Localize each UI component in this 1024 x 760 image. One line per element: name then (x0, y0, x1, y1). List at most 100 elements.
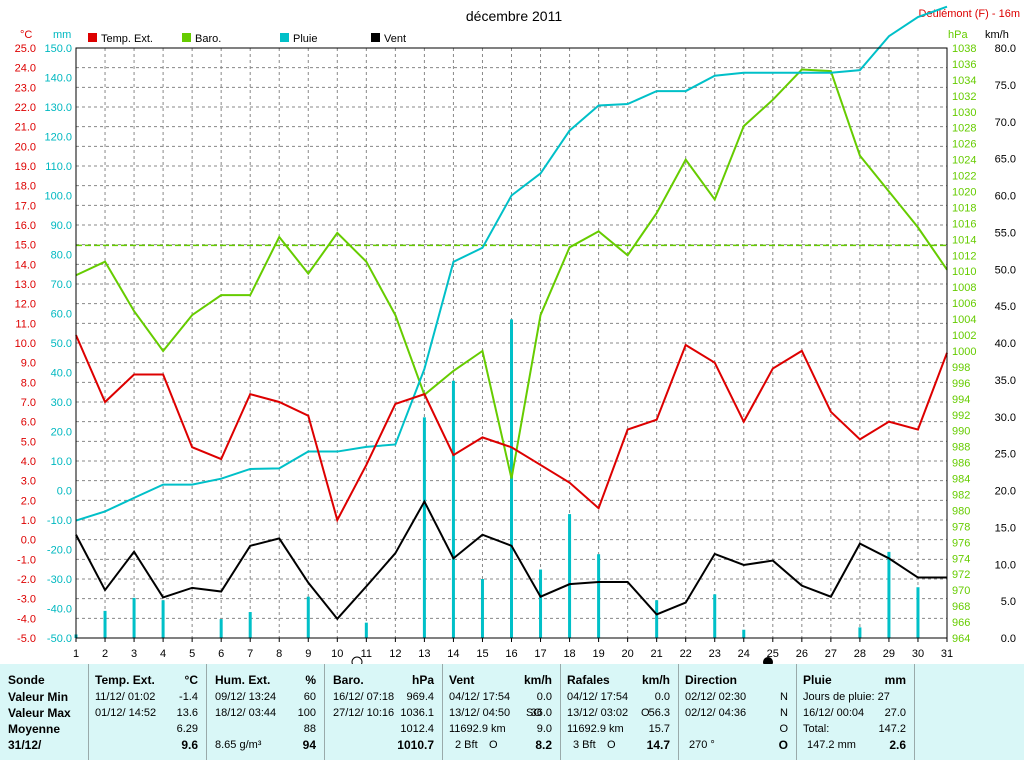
rain-tick-label: 80.0 (51, 250, 72, 262)
stats-col-sonde: Sonde Valeur Min Valeur Max Moyenne 31/1… (0, 664, 88, 760)
stats-col-hum: Hum. Ext.% 09/12/ 13:24 60 18/12/ 03:44 10… (206, 664, 324, 760)
series-line-baro (75, 68, 948, 479)
wind-tick-label: 80.0 (995, 43, 1016, 55)
stats-value: 0.0 (654, 691, 670, 703)
stats-value: 1012.4 (400, 723, 434, 735)
stats-unit: mm (884, 673, 906, 687)
rain-bar (103, 610, 107, 638)
x-tick-label: 16 (505, 648, 517, 660)
rain-bar (480, 579, 484, 638)
temp-tick-label: 25.0 (15, 43, 36, 55)
plot-frame (75, 47, 948, 639)
temp-tick-label: -4.0 (17, 613, 36, 625)
stats-value: 60 (303, 691, 316, 703)
stats-unit: °C (184, 673, 198, 687)
stats-distance: 11692.9 km (567, 723, 624, 735)
stats-date: 27/12/ 10:16 (333, 707, 395, 719)
rain-bar (422, 417, 426, 638)
stats-value: 14.7 (646, 738, 670, 752)
x-tick-label: 18 (563, 648, 575, 660)
stats-unit: km/h (641, 673, 670, 687)
stats-header: Baro. (333, 673, 364, 687)
stats-col-baro: Baro. hPa 16/12/ 07:18 969.4 27/12/ 10:16 1… (324, 664, 442, 760)
rain-bar (916, 587, 920, 638)
temp-tick-label: 19.0 (15, 161, 36, 173)
stats-value: 27.0 (884, 707, 906, 719)
x-tick-label: 26 (796, 648, 808, 660)
rain-tick-label: 30.0 (51, 397, 72, 409)
baro-tick-label: 1004 (952, 314, 976, 326)
rain-tick-label: 60.0 (51, 309, 72, 321)
rain-tick-label: -40.0 (47, 604, 72, 616)
x-tick-label: 15 (476, 648, 488, 660)
stats-value: 13.6 (176, 707, 198, 719)
chart-title: décembre 2011 (466, 8, 562, 24)
temp-tick-label: 12.0 (15, 299, 36, 311)
baro-tick-label: 964 (952, 633, 970, 645)
stats-header: Vent (449, 673, 475, 687)
legend-swatch (280, 33, 289, 42)
x-tick-label: 10 (331, 648, 343, 660)
x-tick-label: 14 (447, 648, 459, 660)
x-tick-label: 17 (534, 648, 546, 660)
series-line-wind (75, 499, 947, 621)
baro-tick-label: 984 (952, 474, 970, 486)
x-tick-label: 9 (305, 648, 311, 660)
stats-date: 13/12/ 03:02 (567, 707, 629, 719)
rain-tick-label: 150.0 (44, 43, 72, 55)
stats-value: 15.7 (648, 723, 670, 735)
wind-tick-label: 25.0 (995, 449, 1016, 461)
stats-value: 1010.7 (397, 738, 434, 752)
stats-col-vent: Vent km/h 04/12/ 17:54 0.0 13/12/ 04:50 SO 3… (442, 664, 560, 760)
wind-tick-label: 40.0 (995, 338, 1016, 350)
baro-tick-label: 1030 (952, 107, 976, 119)
temp-tick-label: 6.0 (21, 417, 36, 429)
stats-date: 04/12/ 17:54 (449, 691, 511, 703)
stats-dir: SO (526, 707, 542, 719)
x-tick-label: 11 (361, 648, 372, 660)
temp-tick-label: 0.0 (21, 535, 36, 547)
stats-rain-days: Jours de pluie: 27 (803, 691, 890, 703)
stats-date: 02/12/ 04:36 (685, 707, 747, 719)
stats-value: 1036.1 (400, 707, 434, 719)
legend-label: Baro. (195, 33, 221, 45)
stats-bft: 2 Bft (455, 739, 478, 751)
x-tick-label: 19 (592, 648, 604, 660)
temp-tick-label: 8.0 (21, 377, 36, 389)
stats-value: 9.6 (181, 738, 198, 752)
stats-col-direction: Direction 02/12/ 02:30 N 02/12/ 04:36 N O … (678, 664, 796, 760)
stats-deg: 270 ° (689, 739, 715, 751)
temp-tick-label: 11.0 (15, 318, 36, 330)
temp-tick-label: 9.0 (21, 358, 36, 370)
rain-bar (655, 600, 659, 638)
stats-unit: hPa (411, 673, 434, 687)
baro-tick-label: 992 (952, 410, 970, 422)
baro-tick-label: 1038 (952, 43, 976, 55)
stats-value: 9.0 (536, 723, 552, 735)
wind-tick-label: 60.0 (995, 191, 1016, 203)
wind-tick-label: 15.0 (995, 522, 1016, 534)
rain-tick-label: 140.0 (44, 73, 72, 85)
rain-tick-label: 110.0 (45, 161, 72, 173)
wind-tick-label: 70.0 (995, 117, 1016, 129)
stats-value: -1.4 (179, 691, 198, 703)
stats-value: 94 (302, 738, 316, 752)
stats-note: 8.65 g/m³ (215, 739, 262, 751)
stats-dir: O (489, 739, 498, 751)
rain-tick-label: 10.0 (51, 456, 72, 468)
x-tick-label: 5 (189, 648, 195, 660)
temp-tick-label: 13.0 (15, 279, 36, 291)
stats-date: 09/12/ 13:24 (215, 691, 277, 703)
temp-tick-label: -2.0 (17, 574, 36, 586)
rain-bar (132, 597, 136, 638)
wind-tick-label: 10.0 (995, 559, 1016, 571)
rain-bar (248, 612, 252, 638)
baro-tick-label: 974 (952, 553, 970, 565)
baro-tick-label: 1010 (952, 266, 976, 278)
axis-ticks: 25.024.023.022.021.020.019.018.017.016.0… (15, 43, 1016, 660)
temp-tick-label: 5.0 (21, 436, 36, 448)
baro-tick-label: 1020 (952, 187, 976, 199)
wind-tick-label: 30.0 (995, 412, 1016, 424)
weather-chart: décembre 2011 Deülémont (F) - 16m °C mm … (15, 5, 1020, 664)
x-tick-label: 25 (767, 648, 779, 660)
